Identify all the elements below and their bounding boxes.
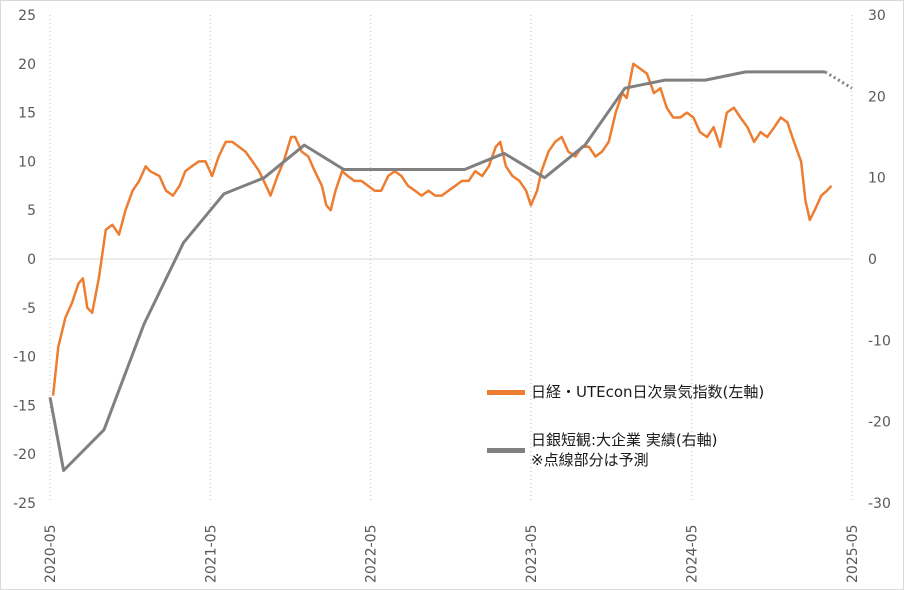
x-tick-label: 2024-05 xyxy=(685,525,701,584)
legend-swatch-orange xyxy=(487,390,525,395)
legend-label-daily-index: 日経・UTEcon日次景気指数(左軸) xyxy=(531,383,765,401)
legend-label-tankan: 日銀短観:大企業 実績(右軸) xyxy=(531,431,718,449)
x-tick-label: 2020-05 xyxy=(43,525,59,584)
left-tick-label: 5 xyxy=(27,203,36,219)
legend-label-forecast-note: ※点線部分は予測 xyxy=(531,451,649,469)
right-tick-label: 0 xyxy=(868,252,877,268)
right-tick-label: -10 xyxy=(868,333,891,349)
x-axis-ticks: 2020-05 2021-05 2022-05 2023-05 2024-05 2025-… xyxy=(43,525,861,584)
left-tick-label: 15 xyxy=(18,106,36,122)
left-tick-label: 10 xyxy=(18,154,36,170)
x-tick-label: 2022-05 xyxy=(364,525,380,584)
left-tick-label: 20 xyxy=(18,57,36,73)
left-tick-label: -5 xyxy=(22,301,36,317)
x-tick-label: 2021-05 xyxy=(203,525,219,584)
series-line-forecast xyxy=(824,70,853,90)
legend-item-tankan: 日銀短観:大企業 実績(右軸) ※点線部分は予測 xyxy=(487,430,718,470)
left-tick-label: 0 xyxy=(27,252,36,268)
right-tick-label: 20 xyxy=(868,89,886,105)
right-tick-label: 10 xyxy=(868,171,886,187)
right-axis-ticks: 30 20 10 0 -10 -20 -30 xyxy=(868,8,891,512)
left-tick-label: -10 xyxy=(13,350,36,366)
x-tick-label: 2023-05 xyxy=(524,525,540,584)
left-tick-label: -20 xyxy=(13,447,36,463)
x-tick-label: 2025-05 xyxy=(845,525,861,584)
left-tick-label: 25 xyxy=(18,8,36,24)
left-axis-ticks: 25 20 15 10 5 0 -5 -10 -15 -20 -25 xyxy=(13,8,36,512)
left-tick-label: -15 xyxy=(13,398,36,414)
legend-item-daily-index: 日経・UTEcon日次景気指数(左軸) xyxy=(487,381,764,402)
legend-swatch-gray xyxy=(487,448,525,453)
right-tick-label: 30 xyxy=(868,8,886,24)
right-tick-label: -20 xyxy=(868,415,891,431)
series-line-daily-index xyxy=(51,62,833,396)
right-tick-label: -30 xyxy=(868,496,891,512)
series-line-tankan xyxy=(48,70,826,472)
series-group xyxy=(48,62,853,472)
left-tick-label: -25 xyxy=(13,496,36,512)
